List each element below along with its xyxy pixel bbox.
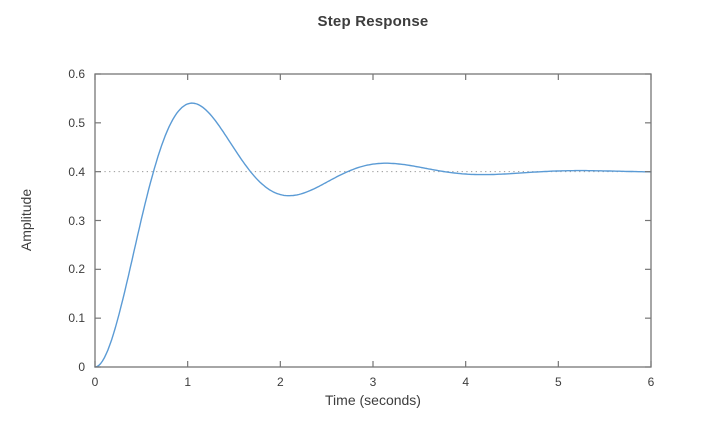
x-tick-label: 1 xyxy=(184,375,191,389)
y-tick-label: 0 xyxy=(78,360,85,374)
x-tick-label: 6 xyxy=(647,375,655,389)
step-response-curve xyxy=(94,102,652,368)
x-tick-label: 0 xyxy=(91,375,99,389)
axes-box xyxy=(94,73,652,368)
chart-title: Step Response xyxy=(317,13,429,30)
x-tick-label: 4 xyxy=(462,375,469,389)
y-tick-label: 0.2 xyxy=(68,262,85,277)
x-tick-label: 5 xyxy=(554,375,562,389)
y-tick-label: 0.6 xyxy=(68,67,85,81)
x-axis-label: Time (seconds) xyxy=(325,392,421,408)
y-tick-label: 0.3 xyxy=(68,213,85,228)
y-tick-label: 0.5 xyxy=(68,115,85,130)
x-tick-label: 3 xyxy=(369,375,377,389)
y-tick-label: 0.1 xyxy=(68,311,85,326)
y-tick-label: 0.4 xyxy=(68,164,85,179)
x-tick-label: 2 xyxy=(276,375,284,389)
